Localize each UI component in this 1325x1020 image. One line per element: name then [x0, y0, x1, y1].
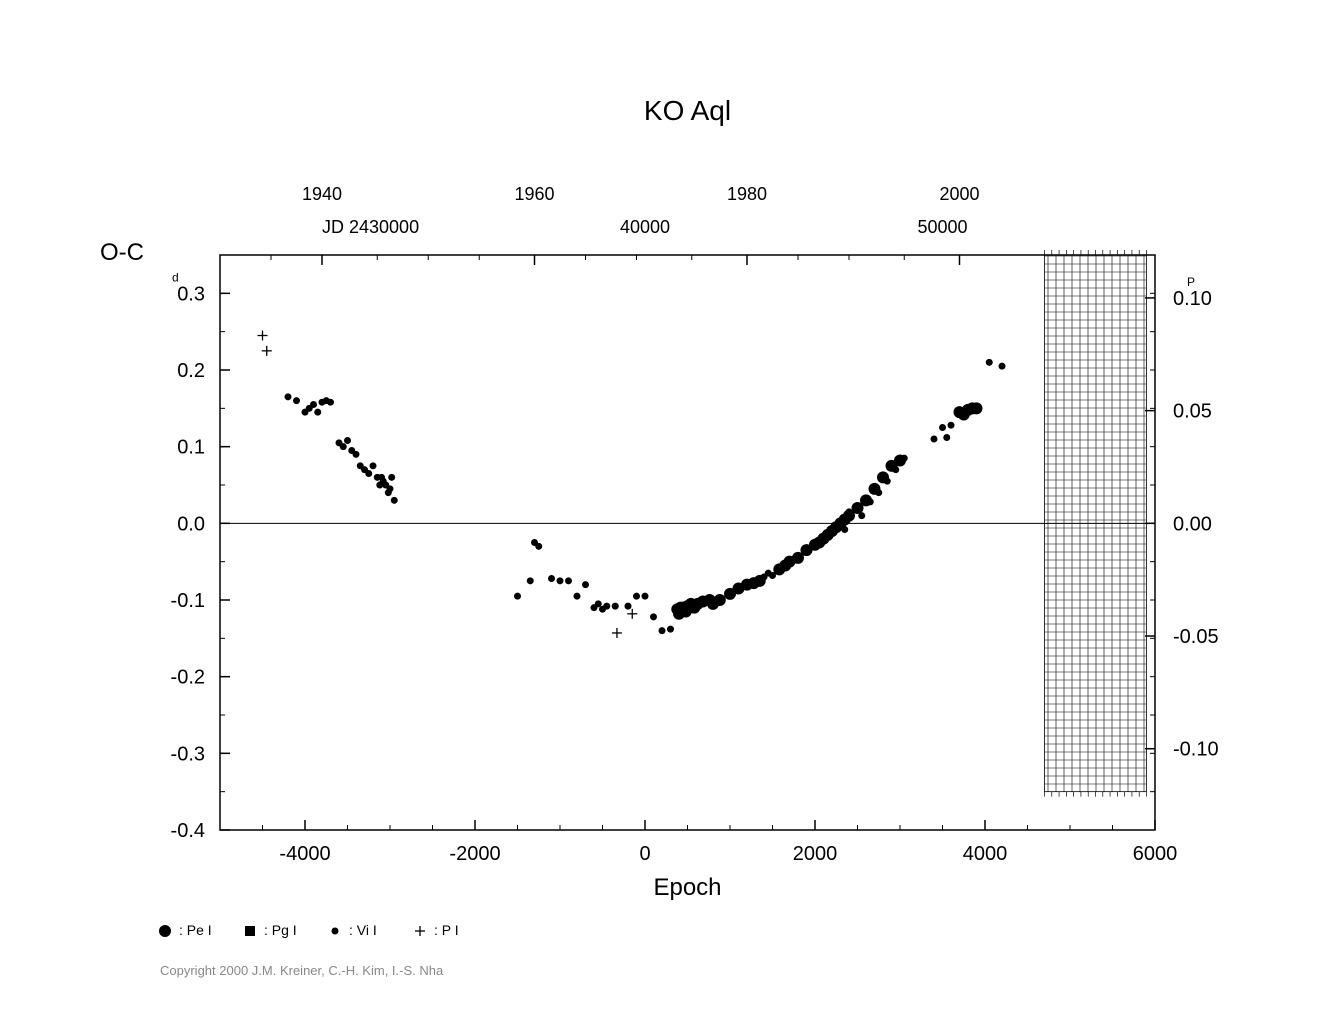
plot-border [220, 255, 1155, 830]
data-point [892, 466, 899, 473]
data-point [986, 359, 993, 366]
data-point [971, 402, 983, 414]
data-point [769, 572, 776, 579]
year-tick-label: 1940 [302, 184, 342, 204]
copyright: Copyright 2000 J.M. Kreiner, C.-H. Kim, … [160, 963, 444, 978]
data-point [353, 451, 360, 458]
data-point [612, 603, 619, 610]
legend-label: : P I [434, 922, 459, 938]
y-tick-label: 0.1 [177, 437, 205, 459]
legend-label: : Pg I [264, 922, 297, 938]
data-point [714, 594, 726, 606]
data-point [939, 424, 946, 431]
data-point [344, 437, 351, 444]
data-point [293, 397, 300, 404]
x-tick-label: 0 [639, 843, 650, 865]
data-point [514, 593, 521, 600]
data-point [285, 393, 292, 400]
data-point [846, 508, 853, 515]
data-point [565, 577, 572, 584]
data-point [340, 443, 347, 450]
data-point [931, 436, 938, 443]
data-point [370, 462, 377, 469]
data-point [527, 577, 534, 584]
data-point [535, 543, 542, 550]
data-point [574, 593, 581, 600]
x-tick-label: -2000 [449, 843, 500, 865]
year-tick-label: 1980 [727, 184, 767, 204]
data-point [388, 474, 395, 481]
jd-tick-label: 50000 [917, 217, 967, 237]
y2-tick-label: -0.10 [1173, 739, 1219, 761]
data-point [642, 593, 649, 600]
data-point [650, 613, 657, 620]
x-tick-label: 2000 [793, 843, 838, 865]
data-point [659, 627, 666, 634]
data-point [387, 485, 394, 492]
year-tick-label: 2000 [939, 184, 979, 204]
y-unit-sup: d [172, 270, 179, 284]
data-point [901, 455, 908, 462]
data-point [867, 498, 874, 505]
data-point [999, 363, 1006, 370]
data-point [391, 497, 398, 504]
jd-tick-label: 40000 [620, 217, 670, 237]
y-tick-label: -0.3 [171, 743, 205, 765]
data-point [943, 434, 950, 441]
data-point [625, 603, 632, 610]
y2-tick-label: 0.10 [1173, 288, 1212, 310]
data-point [314, 409, 321, 416]
x-tick-label: 4000 [963, 843, 1008, 865]
y-tick-label: 0.2 [177, 360, 205, 382]
y2-unit-sup: P [1187, 275, 1195, 289]
data-point [875, 489, 882, 496]
y-tick-label: -0.2 [171, 667, 205, 689]
x-axis-label: Epoch [653, 874, 721, 901]
data-point [948, 422, 955, 429]
y2-tick-label: 0.05 [1173, 401, 1212, 423]
jd-label: JD 2430000 [322, 217, 419, 237]
data-point [327, 399, 334, 406]
data-point [633, 593, 640, 600]
data-point [548, 575, 555, 582]
chart-container: KO Aql 0.3 0.2 0.1 0.0 -0.1 -0.2 -0.3 -0.4 0.10 0.… [80, 80, 1245, 910]
x-tick-label: 6000 [1133, 843, 1178, 865]
data-point [841, 526, 848, 533]
legend-label: : Pe I [179, 922, 212, 938]
y-tick-label: 0.3 [177, 283, 205, 305]
y-tick-label: -0.1 [171, 590, 205, 612]
y-axis-label: O-C [100, 239, 144, 266]
y-tick-label: -0.4 [171, 820, 205, 842]
x-tick-label: -4000 [279, 843, 330, 865]
data-point [582, 581, 589, 588]
data-point [858, 512, 865, 519]
data-point [365, 470, 372, 477]
y2-tick-label: -0.05 [1173, 626, 1219, 648]
y-tick-label: 0.0 [177, 513, 205, 535]
y2-tick-label: 0.00 [1173, 513, 1212, 535]
data-point [603, 603, 610, 610]
legend-label: : Vi I [349, 922, 377, 938]
scatter-chart: KO Aql 0.3 0.2 0.1 0.0 -0.1 -0.2 -0.3 -0.4 0.10 0.… [80, 80, 1325, 1020]
year-tick-label: 1960 [514, 184, 554, 204]
hatched-region [1045, 255, 1147, 792]
data-point [557, 577, 564, 584]
chart-title: KO Aql [644, 95, 731, 126]
data-point [667, 626, 674, 633]
data-point [310, 401, 317, 408]
data-point [884, 478, 891, 485]
